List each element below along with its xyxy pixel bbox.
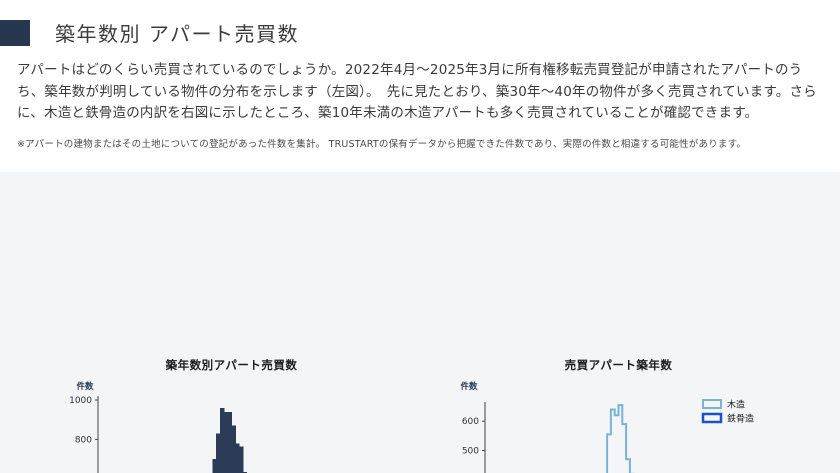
histogram-bar [216, 433, 221, 473]
y-tick-label: 1000 [69, 396, 92, 406]
histogram-bar [242, 471, 248, 473]
y-tick-label: 800 [75, 435, 92, 445]
step-series-木造 [606, 404, 635, 473]
histogram-bar [220, 407, 225, 473]
title-accent-square [0, 20, 30, 46]
y-axis-title: 件数 [460, 381, 478, 392]
footnote: ※アパートの建物またはその土地についての登記があった件数を集計。 TRUSTAR… [17, 139, 747, 150]
legend-swatch-木造 [702, 399, 722, 409]
chart-title: 築年数別アパート売買数 [165, 358, 298, 372]
histogram-bar [227, 411, 232, 473]
legend-swatch-鉄骨造 [701, 412, 723, 424]
legend-label-鉄骨造: 鉄骨造 [727, 413, 754, 425]
charts-panel: 02004006008001000706050403020100築年数（年）件数… [0, 172, 840, 473]
histogram-bar [231, 425, 236, 473]
left-histogram-chart: 02004006008001000706050403020100築年数（年）件数… [69, 358, 298, 473]
histogram-bar [212, 459, 217, 473]
right-step-histogram-chart: 0100200300400500600706050403020100築年数件数売… [460, 358, 754, 473]
legend-label-木造: 木造 [727, 399, 745, 411]
body-paragraph: アパートはどのくらい売買されているのでしょうか。2022年4月〜2025年3月に… [17, 62, 817, 121]
y-tick-label: 500 [462, 447, 479, 457]
chart-title: 売買アパート築年数 [565, 358, 673, 372]
histogram-bar [235, 443, 240, 473]
histogram-bar [239, 446, 244, 473]
y-axis-title: 件数 [76, 381, 94, 392]
histogram-bar [223, 411, 229, 473]
y-tick-label: 600 [462, 417, 479, 427]
page-title: 築年数別 アパート売買数 [55, 22, 299, 46]
